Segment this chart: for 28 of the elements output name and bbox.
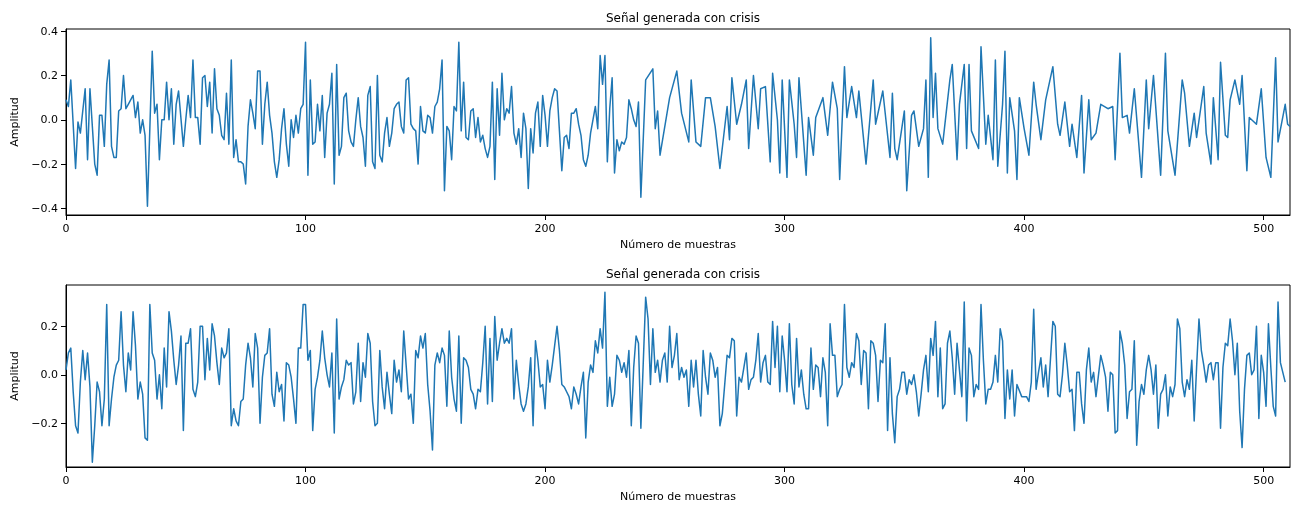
x-tick-label: 500 [1253,222,1275,235]
x-tick-label: 400 [1013,474,1035,487]
y-tick-label: 0.0 [40,368,58,382]
x-tick-label: 0 [62,222,70,235]
x-tick-label: 500 [1253,474,1275,487]
x-tick-label: 100 [295,474,317,487]
y-axis-title: Amplitud [8,351,22,401]
chart-title: Señal generada con crisis [605,267,761,281]
line-series [65,37,1291,207]
y-tick-label: 0.0 [40,113,58,127]
x-axis-title: Número de muestras [620,490,737,503]
x-tick-label: 400 [1013,222,1035,235]
y-tick-label: 0.4 [40,24,58,38]
line-series [65,291,1286,463]
x-tick-label: 300 [774,474,796,487]
x-tick-label: 200 [534,474,556,487]
y-tick-label: 0.2 [40,319,58,333]
x-tick-label: 200 [534,222,556,235]
y-tick-label: 0.2 [40,69,58,82]
y-tick-label: −0.2 [31,416,58,430]
x-tick-label: 100 [295,222,317,235]
y-axis-title: Amplitud [8,97,22,147]
x-axis-title: Número de muestras [620,238,737,251]
chart-title: Señal generada con crisis [605,11,761,25]
x-tick-label: 0 [62,474,70,487]
y-tick-label: −0.2 [31,157,58,171]
x-tick-label: 300 [774,222,796,235]
y-tick-label: −0.4 [31,201,58,215]
